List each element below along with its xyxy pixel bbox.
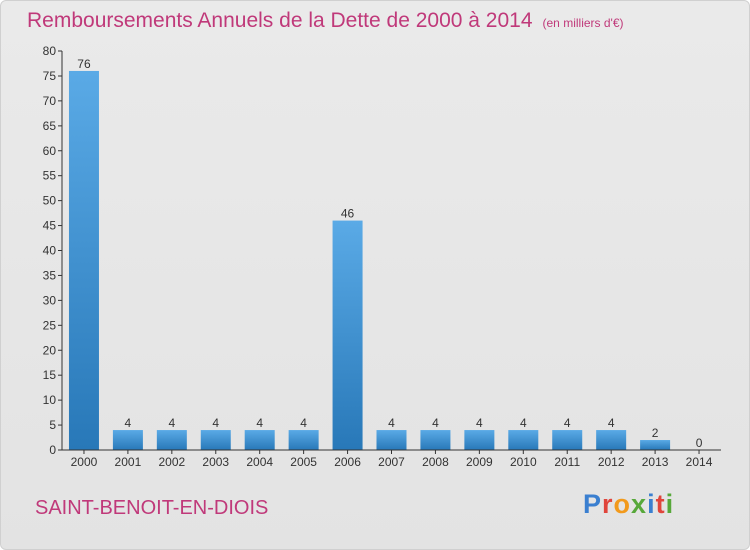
y-tick-label: 65 (43, 119, 57, 133)
y-tick-label: 40 (43, 244, 57, 258)
y-tick-label: 80 (43, 44, 57, 58)
x-axis: 2000 2001 2002 2003 2004 2005 2006 2007 2008 2009… (62, 449, 721, 469)
logo-letter: r (602, 489, 614, 519)
data-label-2007: 4 (388, 416, 395, 430)
x-tick-label-2006: 2006 (334, 455, 361, 469)
y-tick-label: 15 (43, 368, 57, 382)
bar-2007 (376, 430, 407, 450)
x-tick-label-2003: 2003 (202, 455, 229, 469)
bar-2001 (112, 430, 143, 450)
bar-2010 (508, 430, 539, 450)
y-tick-label: 5 (49, 418, 56, 432)
y-tick-label: 70 (43, 94, 57, 108)
bar-2009 (464, 430, 495, 450)
x-tick-label-2014: 2014 (686, 455, 713, 469)
chart-unit-label: (en milliers d'€) (542, 16, 624, 30)
bars: 76 4 4 4 4 4 46 4 4 4 4 4 4 2 0 (68, 57, 703, 450)
y-axis: 0 5 10 15 20 25 30 35 40 45 50 55 60 65 70 75 80 (43, 44, 63, 457)
x-tick-label-2007: 2007 (378, 455, 405, 469)
data-label-2012: 4 (608, 416, 615, 430)
y-tick-label: 0 (49, 443, 56, 457)
proxiti-logo[interactable]: Proxiti (583, 489, 674, 520)
logo-letter: o (613, 489, 632, 519)
bar-2003 (200, 430, 231, 450)
x-tick-label-2008: 2008 (422, 455, 449, 469)
y-tick-label: 35 (43, 268, 57, 282)
bar-2008 (420, 430, 451, 450)
logo-letter: t (655, 489, 666, 519)
data-label-2000: 76 (77, 57, 91, 71)
data-label-2013: 2 (652, 426, 659, 440)
x-tick-label-2012: 2012 (598, 455, 625, 469)
y-tick-label: 50 (43, 194, 57, 208)
x-tick-label-2004: 2004 (246, 455, 273, 469)
x-tick-label-2001: 2001 (115, 455, 142, 469)
bar-2011 (552, 430, 583, 450)
y-tick-label: 10 (43, 393, 57, 407)
data-label-2002: 4 (168, 416, 175, 430)
bar-2000 (68, 70, 99, 450)
commune-name: SAINT-BENOIT-EN-DIOIS (35, 497, 269, 519)
y-tick-label: 55 (43, 169, 57, 183)
x-tick-label-2005: 2005 (290, 455, 317, 469)
logo-letter: x (631, 489, 648, 519)
y-tick-label: 30 (43, 293, 57, 307)
bar-2004 (244, 430, 275, 450)
bar-2012 (596, 430, 627, 450)
logo-letter: i (665, 489, 675, 519)
bar-2006 (332, 220, 363, 450)
chart-title-text: Remboursements Annuels de la Dette de 20… (27, 9, 533, 32)
logo-letter: i (647, 489, 656, 519)
y-tick-label: 20 (43, 343, 57, 357)
logo-letter: P (583, 489, 603, 519)
bar-2005 (288, 430, 319, 450)
data-label-2004: 4 (256, 416, 263, 430)
y-tick-label: 60 (43, 144, 57, 158)
data-label-2001: 4 (125, 416, 132, 430)
data-label-2009: 4 (476, 416, 483, 430)
x-tick-label-2002: 2002 (158, 455, 185, 469)
chart-title: Remboursements Annuels de la Dette de 20… (27, 9, 624, 33)
y-tick-label: 45 (43, 219, 57, 233)
bar-2013 (640, 440, 671, 450)
x-tick-label-2011: 2011 (554, 455, 580, 469)
data-label-2010: 4 (520, 416, 527, 430)
data-label-2006: 46 (341, 207, 355, 221)
data-label-2008: 4 (432, 416, 439, 430)
data-label-2011: 4 (564, 416, 571, 430)
x-tick-label-2010: 2010 (510, 455, 537, 469)
y-tick-label: 25 (43, 318, 57, 332)
data-label-2005: 4 (300, 416, 307, 430)
bar-2002 (156, 430, 187, 450)
data-label-2014: 0 (696, 436, 703, 450)
x-tick-label-2009: 2009 (466, 455, 493, 469)
x-tick-label-2013: 2013 (642, 455, 669, 469)
x-tick-label-2000: 2000 (71, 455, 98, 469)
y-tick-label: 75 (43, 69, 57, 83)
data-label-2003: 4 (212, 416, 219, 430)
